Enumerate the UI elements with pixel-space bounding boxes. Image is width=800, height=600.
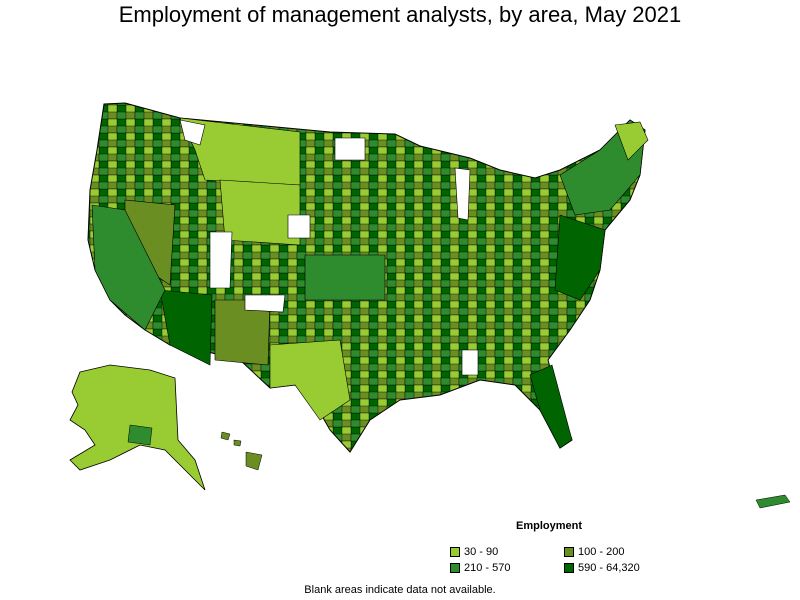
puerto-rico bbox=[755, 494, 791, 509]
hawaii-island-small-1 bbox=[220, 431, 231, 441]
legend-item-210-570: 210 - 570 bbox=[450, 562, 510, 574]
alaska-region-south bbox=[127, 424, 153, 446]
great-lakes bbox=[454, 167, 471, 221]
data-availability-note: Blank areas indicate data not available. bbox=[304, 584, 496, 596]
blank-area-south-dakota bbox=[287, 214, 311, 239]
legend-swatch bbox=[450, 547, 460, 557]
legend-label: 210 - 570 bbox=[464, 562, 511, 574]
blank-area-utah bbox=[209, 231, 233, 289]
legend-title: Employment bbox=[516, 520, 583, 532]
legend-swatch bbox=[450, 563, 460, 573]
hawaii-island-small-2 bbox=[233, 439, 242, 447]
region-arizona bbox=[159, 289, 213, 366]
blank-area-north-dakota bbox=[334, 137, 366, 161]
blank-area-mississippi bbox=[461, 349, 479, 376]
legend-label: 100 - 200 bbox=[578, 546, 625, 558]
legend-item-100-200: 100 - 200 bbox=[564, 546, 624, 558]
legend-swatch bbox=[564, 547, 574, 557]
legend-label: 30 - 90 bbox=[464, 546, 499, 558]
region-florida bbox=[529, 364, 573, 449]
region-west-texas bbox=[269, 339, 351, 421]
region-california bbox=[91, 204, 166, 331]
region-east-coast bbox=[554, 214, 606, 301]
hawaii-island bbox=[245, 451, 263, 471]
legend-swatch bbox=[564, 563, 574, 573]
blank-area-idaho bbox=[179, 119, 206, 146]
legend-label: 590 - 64,320 bbox=[578, 562, 640, 574]
region-maine bbox=[614, 121, 649, 161]
map-title: Employment of management analysts, by ar… bbox=[118, 2, 682, 27]
region-wyoming bbox=[219, 179, 301, 246]
legend-item-30-90: 30 - 90 bbox=[450, 546, 498, 558]
legend-item-590-64320: 590 - 64,320 bbox=[564, 562, 640, 574]
region-kansas bbox=[304, 254, 386, 301]
blank-area-colorado bbox=[244, 294, 286, 313]
